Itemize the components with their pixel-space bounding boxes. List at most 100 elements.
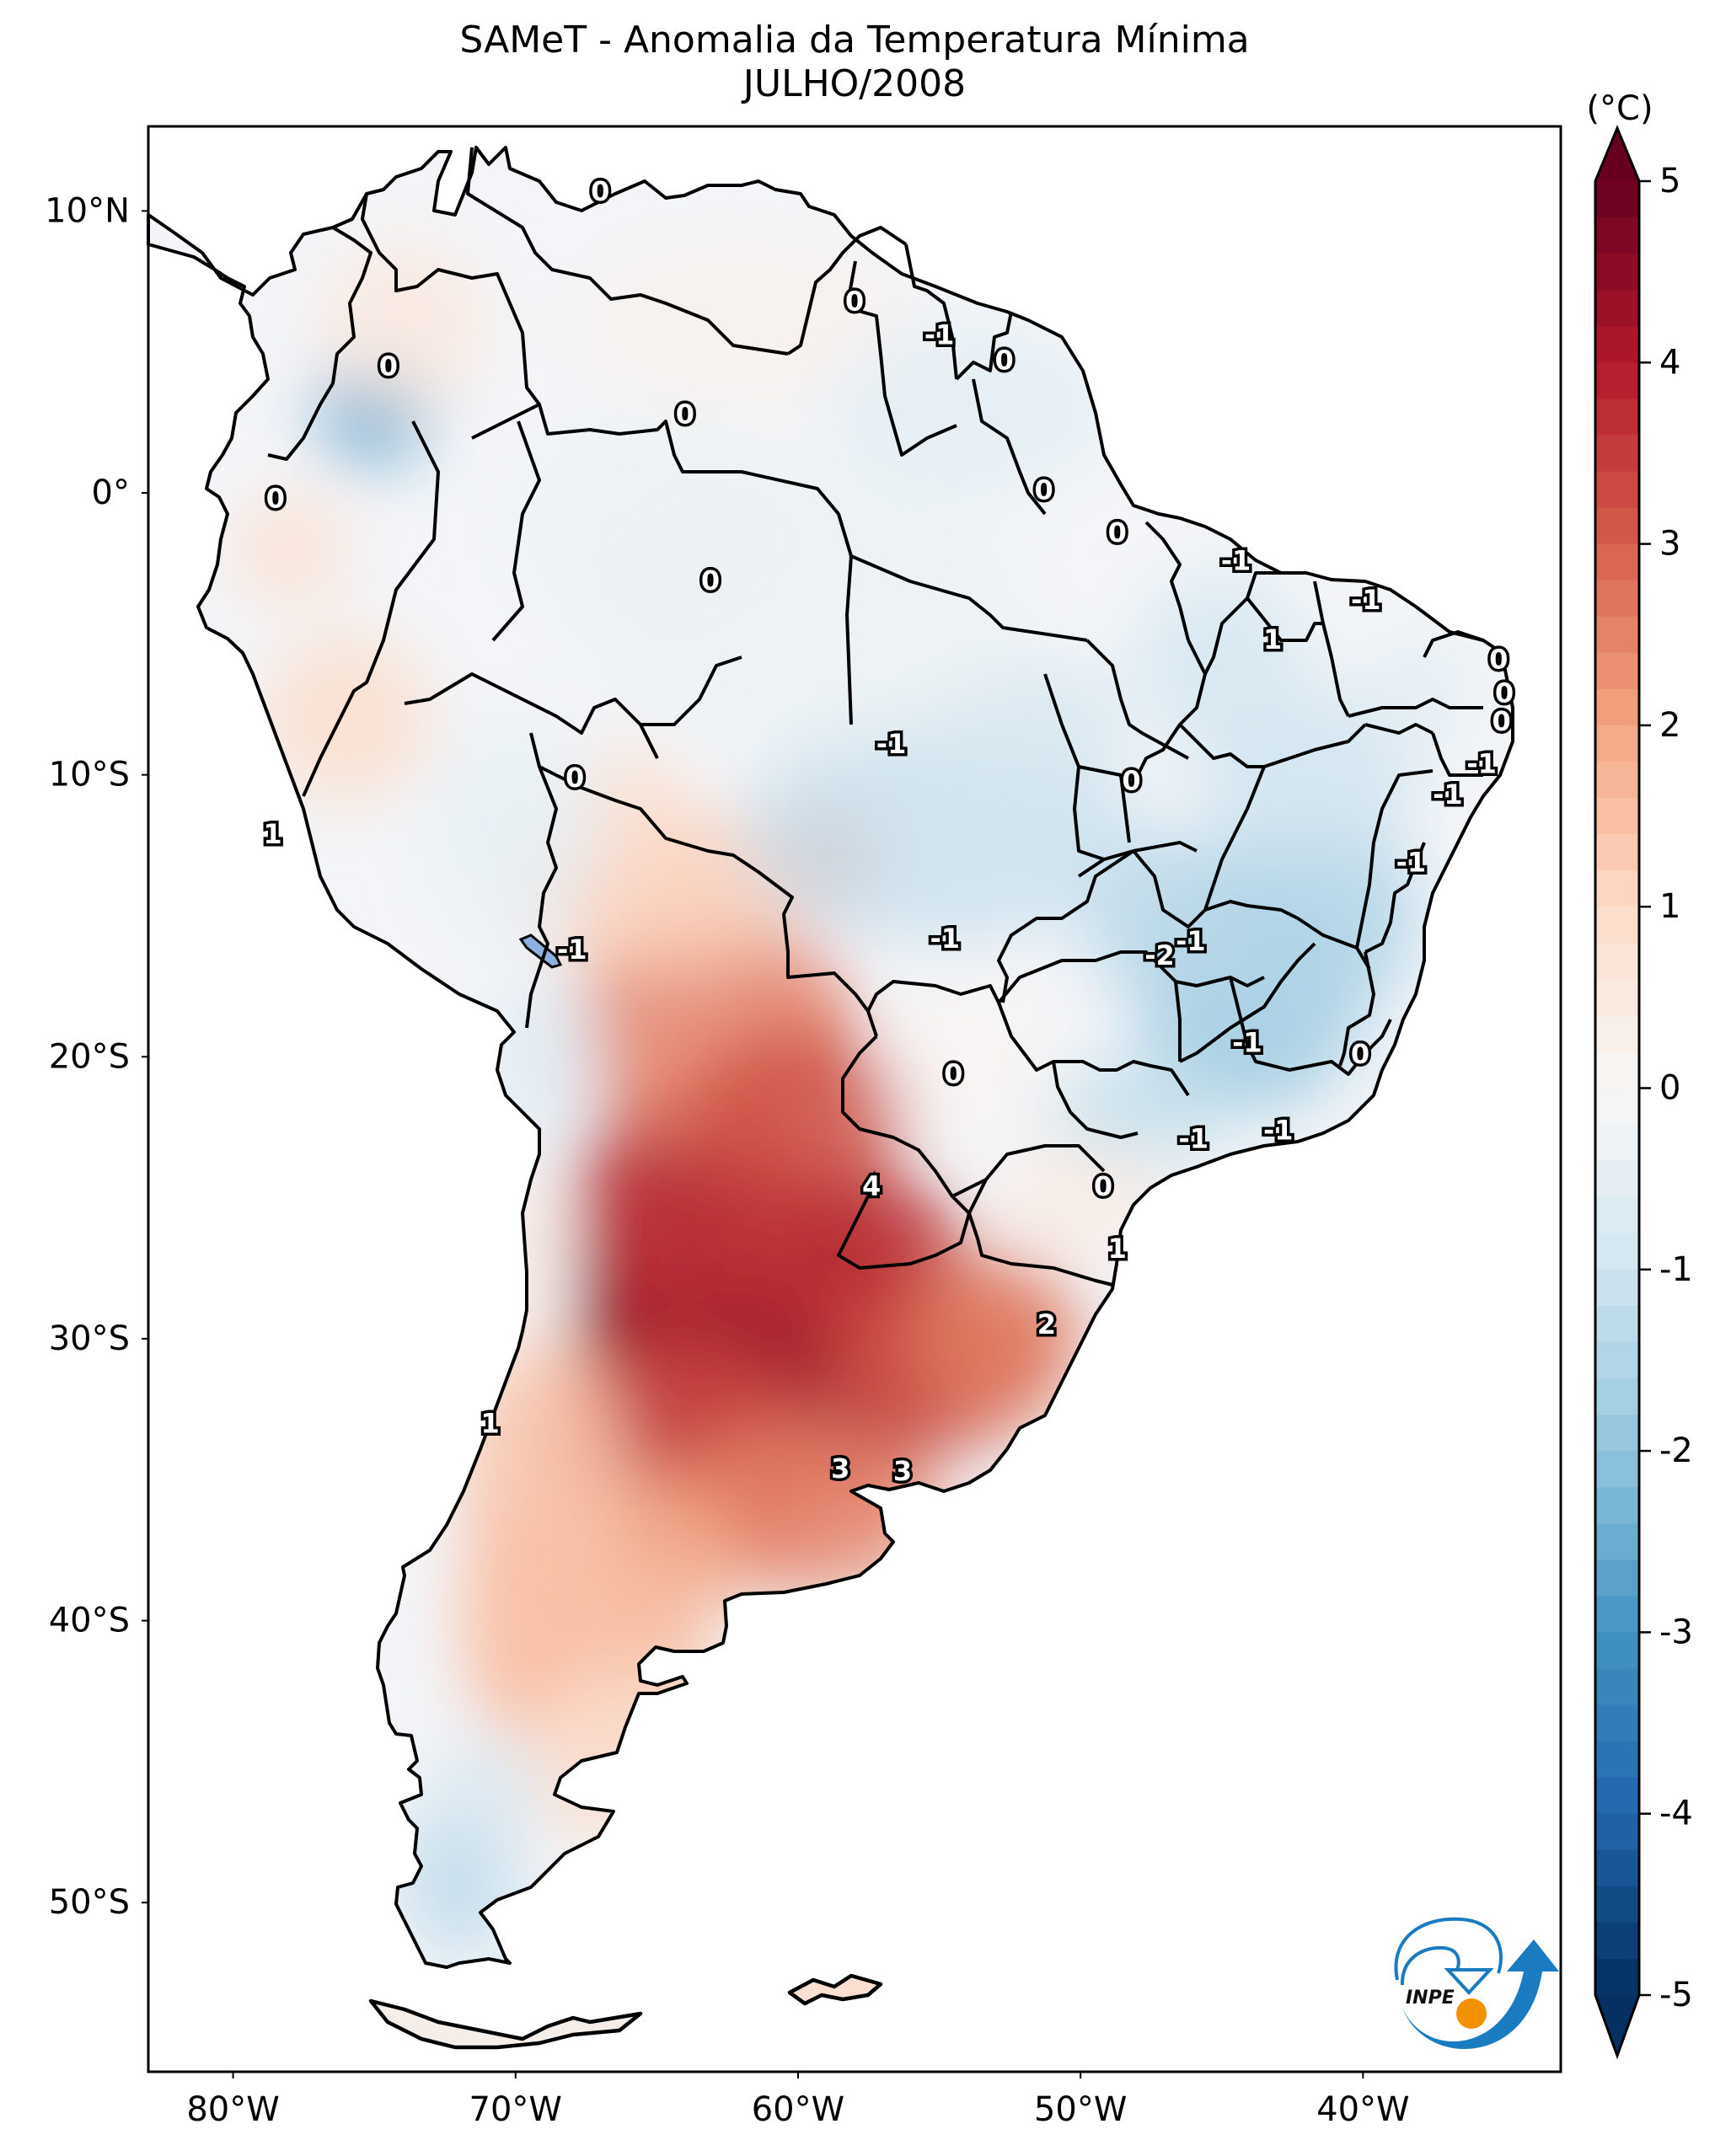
colorbar-extend-min bbox=[1595, 1995, 1639, 2056]
colorbar-segment bbox=[1595, 616, 1639, 654]
colorbar-tick-label: -4 bbox=[1659, 1795, 1693, 1833]
contour-label: 0 bbox=[1094, 1170, 1112, 1202]
contour-label: 0 bbox=[676, 398, 694, 430]
colorbar-segment bbox=[1595, 507, 1639, 545]
border-line bbox=[786, 226, 908, 356]
colorbar-segment bbox=[1595, 1487, 1639, 1524]
colorbar-segment bbox=[1595, 907, 1639, 944]
anomaly-blob bbox=[431, 1733, 544, 1847]
colorbar-tick-label: -1 bbox=[1659, 1250, 1693, 1289]
border-line bbox=[967, 1144, 1106, 1214]
border-line bbox=[1364, 723, 1434, 735]
contour-label: 0 bbox=[591, 175, 609, 207]
y-tick-label: 0° bbox=[92, 473, 130, 512]
contour-label: -1 bbox=[1351, 584, 1381, 616]
contour-label: 4 bbox=[862, 1170, 881, 1202]
colorbar-segment bbox=[1595, 326, 1639, 363]
colorbar-segment bbox=[1595, 1341, 1639, 1379]
contour-label: -1 bbox=[1232, 1027, 1262, 1059]
contour-label: 1 bbox=[480, 1407, 499, 1439]
colorbar-unit-label: (°C) bbox=[1586, 89, 1653, 128]
colorbar-segment bbox=[1595, 1051, 1639, 1089]
colorbar-segment bbox=[1595, 1704, 1639, 1742]
border-line bbox=[955, 311, 1013, 381]
anomaly-blob bbox=[882, 971, 1053, 1142]
border-line bbox=[639, 724, 659, 759]
colorbar-segment bbox=[1595, 688, 1639, 726]
colorbar-segment bbox=[1595, 580, 1639, 618]
colorbar-segment bbox=[1595, 362, 1639, 399]
colorbar-segment bbox=[1595, 435, 1639, 473]
contour-label: 0 bbox=[701, 564, 720, 597]
border-line bbox=[1119, 774, 1131, 843]
contour-label: 0 bbox=[266, 483, 285, 515]
contour-label: -1 bbox=[876, 728, 907, 760]
anomaly-blob bbox=[1363, 634, 1476, 747]
border-line bbox=[1203, 571, 1281, 675]
contour-label: -1 bbox=[924, 319, 955, 351]
border-line bbox=[1431, 732, 1483, 777]
anomaly-blob bbox=[431, 718, 601, 944]
border-line bbox=[904, 243, 958, 380]
contour-label: -1 bbox=[1433, 778, 1463, 811]
border-line bbox=[1229, 976, 1392, 1076]
colorbar-segment bbox=[1595, 1632, 1639, 1670]
inpe-logo: INPE bbox=[1394, 1917, 1559, 2050]
anomaly-blob bbox=[1193, 803, 1420, 1029]
colorbar-tick-label: 3 bbox=[1659, 525, 1680, 564]
border-line bbox=[1085, 639, 1189, 760]
contour-label: 0 bbox=[944, 1057, 962, 1089]
border-line bbox=[997, 950, 1182, 1062]
border-line bbox=[967, 1212, 1113, 1287]
border-line bbox=[1203, 766, 1266, 911]
colorbar-tick-label: -3 bbox=[1659, 1613, 1693, 1651]
border-line bbox=[1246, 597, 1323, 642]
y-tick-label: 50°S bbox=[49, 1883, 130, 1922]
border-line bbox=[1178, 723, 1264, 768]
colorbar-ticks: 5 4 3 2 1 0 -1 -2 -3 -4 -5 bbox=[1639, 162, 1693, 2014]
border-line bbox=[361, 193, 541, 440]
contour-label: 3 bbox=[893, 1455, 912, 1487]
colorbar-segment bbox=[1595, 1415, 1639, 1452]
contour-label: -1 bbox=[1178, 1122, 1208, 1154]
contour-label: 0 bbox=[565, 762, 584, 794]
x-tick-label: 80°W bbox=[186, 2090, 279, 2129]
colorbar-segment bbox=[1595, 1378, 1639, 1415]
colorbar-segment bbox=[1595, 1886, 1639, 1923]
colorbar-segment bbox=[1595, 1741, 1639, 1779]
y-tick-label: 10°S bbox=[49, 756, 130, 794]
border-line bbox=[525, 732, 558, 1029]
anomaly-blob bbox=[1080, 831, 1251, 1001]
colorbar-tick-label: 1 bbox=[1659, 887, 1680, 926]
contour-label: 3 bbox=[831, 1452, 849, 1485]
logo-down-arrow bbox=[1444, 1968, 1494, 1995]
contour-label: -2 bbox=[1144, 939, 1175, 971]
border-line bbox=[538, 404, 1088, 642]
colorbar-tick-label: -2 bbox=[1659, 1431, 1693, 1470]
anomaly-blob bbox=[515, 408, 798, 634]
colorbar-segment bbox=[1595, 1160, 1639, 1198]
colorbar-segment bbox=[1595, 1305, 1639, 1343]
border-line bbox=[845, 260, 957, 457]
contour-label: 1 bbox=[1263, 623, 1282, 655]
lake-titicaca bbox=[518, 934, 563, 969]
colorbar-segment bbox=[1595, 543, 1639, 581]
contour-label: 0 bbox=[845, 285, 864, 317]
colorbar-segment bbox=[1595, 1015, 1639, 1053]
islands bbox=[368, 934, 883, 2050]
border-line bbox=[1348, 698, 1483, 718]
title-line-1: SAMeT - Anomalia da Temperatura Mínima bbox=[459, 19, 1250, 62]
anomaly-blobs bbox=[233, 238, 1476, 1960]
colorbar-tick-label: 2 bbox=[1659, 706, 1680, 745]
map-frame bbox=[147, 125, 1562, 2073]
colorbar-segment bbox=[1595, 725, 1639, 762]
contour-label: 0 bbox=[379, 350, 398, 382]
colorbar-tick-label: -5 bbox=[1659, 1976, 1693, 2014]
country-state-borders bbox=[267, 147, 1484, 1287]
longitude-ticks: 80°W 70°W 60°W 50°W 40°W bbox=[186, 2072, 1410, 2129]
colorbar-tick-label: 0 bbox=[1659, 1069, 1680, 1108]
anomaly-blob bbox=[571, 746, 685, 860]
colorbar-segment bbox=[1595, 290, 1639, 327]
border-line bbox=[1078, 639, 1207, 777]
contour-label: 0 bbox=[1108, 516, 1127, 548]
